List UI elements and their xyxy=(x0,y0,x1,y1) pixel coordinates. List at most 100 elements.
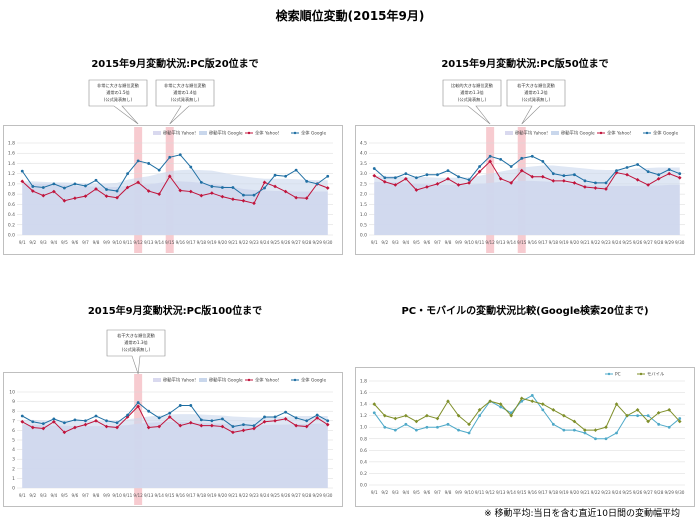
data-point xyxy=(636,163,639,166)
x-tick-label: 9/12 xyxy=(133,493,143,498)
data-point xyxy=(210,419,214,423)
data-point xyxy=(625,166,629,169)
x-tick-label: 9/9 xyxy=(455,490,462,495)
x-tick-label: 9/8 xyxy=(445,490,452,495)
x-tick-label: 9/21 xyxy=(580,490,590,495)
data-point xyxy=(294,168,298,172)
legend-swatch xyxy=(153,378,161,382)
data-point xyxy=(678,172,682,176)
data-point xyxy=(115,189,119,193)
y-tick-label: 1.0 xyxy=(360,425,367,431)
x-tick-label: 9/5 xyxy=(61,240,68,245)
data-point xyxy=(499,405,503,409)
y-tick-label: 1.2 xyxy=(8,171,15,177)
data-point xyxy=(573,428,576,432)
data-point xyxy=(231,186,235,189)
y-tick-label: 3 xyxy=(12,457,15,463)
x-tick-label: 9/19 xyxy=(207,493,217,498)
data-point xyxy=(667,168,671,171)
data-point xyxy=(646,170,650,174)
data-point xyxy=(126,172,129,176)
x-tick-label: 9/30 xyxy=(323,240,333,245)
legend-marker xyxy=(247,131,251,135)
y-tick-label: 10 xyxy=(9,390,15,396)
x-tick-label: 9/1 xyxy=(19,240,26,245)
y-tick-label: 3.5 xyxy=(360,161,367,167)
data-point xyxy=(326,174,330,178)
data-point xyxy=(625,413,629,418)
y-tick-label: 4.0 xyxy=(360,151,367,157)
chart-frame xyxy=(355,367,695,507)
x-tick-label: 9/10 xyxy=(464,240,474,245)
data-point xyxy=(446,422,450,426)
x-tick-label: 9/19 xyxy=(559,240,569,245)
data-point xyxy=(94,414,98,418)
data-point xyxy=(635,177,640,182)
data-point xyxy=(188,420,193,425)
y-tick-label: 1.6 xyxy=(360,390,367,396)
data-point xyxy=(41,426,46,431)
legend-marker xyxy=(293,378,297,382)
data-point xyxy=(157,192,162,196)
y-tick-label: 2 xyxy=(12,466,15,472)
y-tick-label: 5 xyxy=(12,438,15,444)
data-point xyxy=(115,425,119,430)
data-point xyxy=(393,176,397,180)
line-series-3 xyxy=(21,154,329,196)
x-tick-label: 9/29 xyxy=(312,493,322,498)
y-tick-label: 8 xyxy=(12,409,15,415)
x-tick-label: 9/16 xyxy=(176,240,186,245)
footnote: ※ 移動平均:当日を含む直近10日間の変動幅平均 xyxy=(484,509,680,519)
data-point xyxy=(63,421,66,425)
x-tick-label: 9/22 xyxy=(591,490,601,495)
x-tick-label: 9/2 xyxy=(29,240,36,245)
data-point xyxy=(73,182,77,186)
legend-marker xyxy=(293,131,297,135)
data-point xyxy=(509,165,513,168)
data-point xyxy=(657,422,661,426)
y-tick-label: 0.4 xyxy=(8,212,15,218)
x-tick-label: 9/9 xyxy=(103,493,110,498)
data-point xyxy=(573,173,576,177)
data-point xyxy=(147,409,151,413)
legend-swatch xyxy=(505,131,513,135)
line-series-2 xyxy=(22,405,329,433)
x-tick-label: 9/9 xyxy=(455,240,462,245)
data-point xyxy=(283,189,288,194)
legend-label: 全体 Yahoo! xyxy=(255,130,280,137)
data-point xyxy=(425,425,429,429)
data-point xyxy=(63,186,66,190)
x-tick-label: 9/4 xyxy=(402,490,409,495)
y-tick-label: 1.2 xyxy=(360,413,367,419)
data-point xyxy=(30,425,35,430)
data-point xyxy=(263,415,266,419)
x-tick-label: 9/14 xyxy=(154,493,164,498)
x-tick-label: 9/20 xyxy=(570,240,580,245)
x-tick-label: 9/28 xyxy=(654,240,664,245)
x-tick-label: 9/2 xyxy=(381,490,388,495)
x-tick-label: 9/12 xyxy=(133,240,143,245)
x-tick-label: 9/21 xyxy=(580,240,590,245)
line-series-3 xyxy=(22,401,328,428)
callout-box xyxy=(88,79,148,125)
data-point xyxy=(646,414,650,418)
legend-label: 全体 Google xyxy=(653,130,678,137)
data-point xyxy=(656,176,661,181)
data-point xyxy=(541,408,545,412)
data-point xyxy=(478,165,481,168)
x-tick-label: 9/27 xyxy=(643,490,653,495)
data-point xyxy=(273,184,277,189)
chart-pc-mobile: 0.0 0.2 0.4 0.6 0.8 1.0 1.2 1.4 1.6 1.8 9/1 9/2 9/3 9… xyxy=(355,367,695,508)
panel-title-pc100: 2015年9月変動状況:PC版100位まで xyxy=(87,306,263,317)
y-tick-label: 0 xyxy=(12,486,15,492)
callout-text: 若干大きな順位変動 xyxy=(117,332,155,339)
y-tick-label: 1.8 xyxy=(360,379,367,385)
data-point xyxy=(84,419,87,423)
x-tick-label: 9/6 xyxy=(424,240,431,245)
data-point xyxy=(252,424,256,427)
y-tick-label: 0.2 xyxy=(8,222,15,228)
x-tick-label: 9/23 xyxy=(249,240,259,245)
data-point xyxy=(657,173,661,177)
data-point xyxy=(530,154,534,158)
y-tick-label: 1.6 xyxy=(8,151,15,157)
